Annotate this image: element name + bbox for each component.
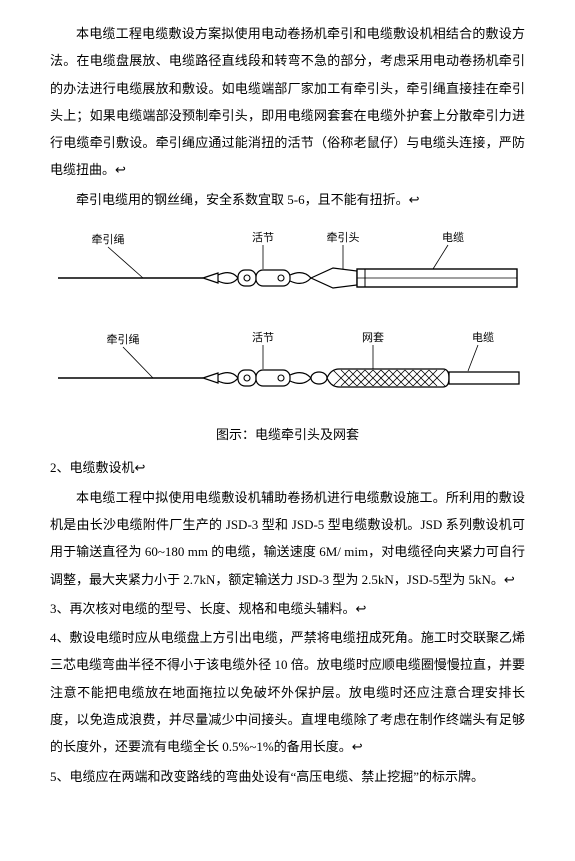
- label-swivel-2: 活节: [252, 331, 274, 344]
- diagram-2-svg: 牵引绳 活节 网套 电缆: [53, 323, 523, 413]
- paragraph-4: 本电缆工程中拟使用电缆敷设机辅助卷扬机进行电缆敷设施工。所利用的敷设机是由长沙电…: [50, 484, 525, 593]
- label-swivel-1: 活节: [252, 231, 274, 244]
- label-rope-1: 牵引绳: [91, 232, 124, 246]
- paragraph-7: 5、电缆应在两端和改变路线的弯曲处设有“高压电缆、禁止挖掘”的标示牌。: [50, 763, 525, 790]
- diagram-caption: 图示：电缆牵引头及网套: [50, 421, 525, 448]
- label-cable-2: 电缆: [472, 331, 494, 344]
- paragraph-6: 4、敷设电缆时应从电缆盘上方引出电缆，严禁将电缆扭成死角。施工时交联聚乙烯三芯电…: [50, 624, 525, 760]
- paragraph-1: 本电缆工程电缆敷设方案拟使用电动卷扬机牵引和电缆敷设机相结合的敷设方法。在电缆盘…: [50, 20, 525, 184]
- label-head: 牵引头: [326, 230, 359, 244]
- paragraph-2: 牵引电缆用的钢丝绳，安全系数宜取 5-6，且不能有扭折。↩: [50, 186, 525, 213]
- page: 本电缆工程电缆敷设方案拟使用电动卷扬机牵引和电缆敷设机相结合的敷设方法。在电缆盘…: [0, 0, 575, 861]
- diagram-mesh-grip: 牵引绳 活节 网套 电缆: [53, 323, 523, 413]
- paragraph-5: 3、再次核对电缆的型号、长度、规格和电缆头辅料。↩: [50, 595, 525, 622]
- label-cable-1: 电缆: [442, 231, 464, 244]
- paragraph-3: 2、电缆敷设机↩: [50, 454, 525, 481]
- diagram-1-svg: 牵引绳 活节 牵引头 电缆: [53, 223, 523, 313]
- label-rope-2: 牵引绳: [106, 332, 139, 346]
- diagram-pulling-head: 牵引绳 活节 牵引头 电缆: [53, 223, 523, 313]
- label-mesh: 网套: [362, 331, 384, 344]
